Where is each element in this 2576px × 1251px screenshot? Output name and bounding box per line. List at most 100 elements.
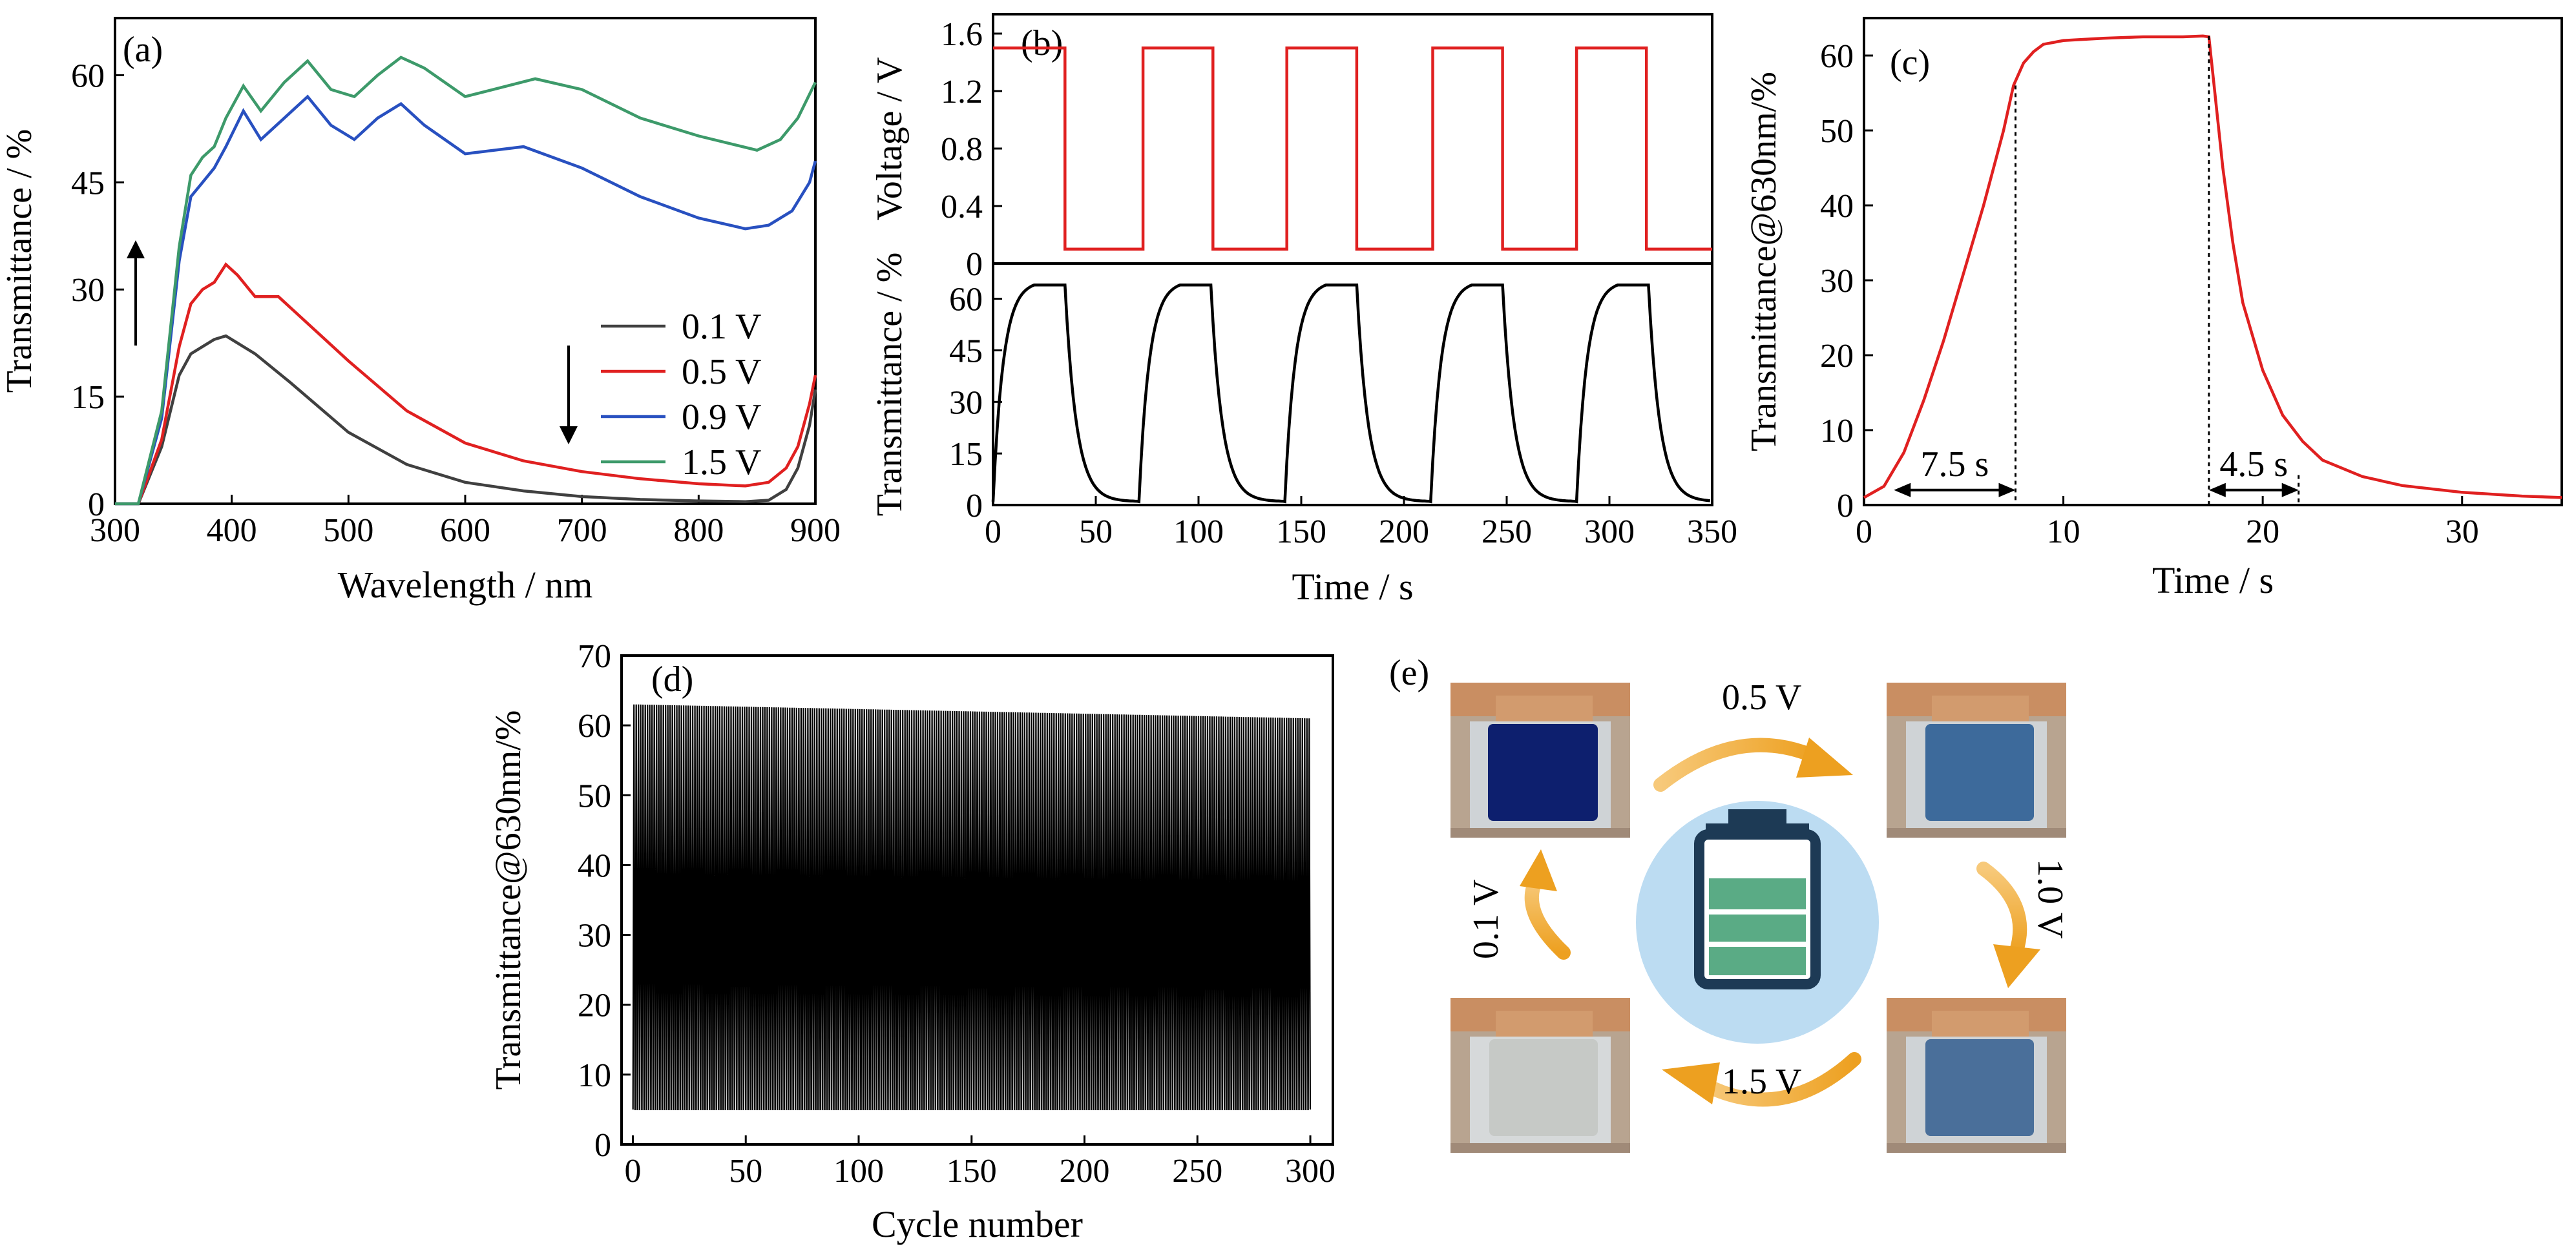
panel-c-xtick-label: 20 — [2246, 513, 2279, 550]
increase-arrow-head — [127, 240, 145, 258]
panel-d-xtick-label: 150 — [947, 1153, 997, 1190]
panel-a-xtick-label: 300 — [90, 512, 140, 549]
panel-d-label: (d) — [651, 659, 693, 699]
panel-b-xlabel: Time / s — [1292, 566, 1413, 608]
panel-b: (b) 0 50 100 150 200 250 300 350 0 0.4 0.8 1.2 1.6 0 1… — [870, 13, 1737, 608]
panel-c-ytick-label: 20 — [1820, 338, 1854, 375]
panel-c-axes — [1863, 17, 2563, 506]
panel-a-label: (a) — [123, 30, 163, 70]
panel-d-xtick-label: 250 — [1172, 1153, 1222, 1190]
panel-d-ytick-label: 10 — [578, 1057, 611, 1094]
transmittance-trace — [991, 284, 1710, 504]
panel-c-ytick-label: 60 — [1820, 38, 1854, 75]
panel-a-xtick-label: 800 — [673, 512, 724, 549]
panel-b-xtick-label: 200 — [1379, 513, 1429, 550]
electrochromic-window-bottom-left — [1489, 1039, 1598, 1136]
span-label-1: 4.5 s — [2219, 444, 2288, 484]
cycle-arrow-left — [1520, 849, 1571, 960]
panel-a-xtick-label: 900 — [790, 512, 841, 549]
span-arrow-head-left-0 — [1894, 482, 1911, 497]
panel-d-ytick-label: 60 — [578, 708, 611, 745]
panel-d: (d) 0 50 100 150 200 250 300 0 10 20 30 40 50 60 70 Cyc… — [488, 638, 1335, 1245]
panel-a-xtick-label: 700 — [557, 512, 607, 549]
panel-a-ytick-label: 0 — [88, 486, 105, 523]
cycle-arrow-bottom — [1662, 1052, 1861, 1107]
voltage-label-right: 1.0 V — [2030, 859, 2070, 938]
panel-a-ytick-label: 30 — [71, 272, 105, 309]
series-line-2 — [115, 94, 817, 506]
panel-d-xtick-label: 50 — [729, 1153, 762, 1190]
panel-b-xtick-label: 100 — [1173, 513, 1224, 550]
panel-c-ytick-label: 0 — [1837, 488, 1854, 524]
panel-c-xtick-label: 30 — [2445, 513, 2479, 550]
panel-b-xtick-label: 350 — [1687, 513, 1737, 550]
panel-a-xlabel: Wavelength / nm — [338, 564, 593, 606]
series-line-0 — [115, 334, 817, 506]
panel-a: (a) 300 400 500 600 700 800 900 0 15 30 45 60 Wavele… — [0, 17, 841, 606]
electrochromic-window-top-left — [1488, 724, 1598, 821]
panel-d-xtick-label: 0 — [624, 1153, 641, 1190]
panel-b-label: (b) — [1021, 23, 1063, 63]
panel-b-top-ytick-label: 0.4 — [941, 189, 983, 225]
panel-a-ytick-label: 60 — [71, 57, 105, 94]
panel-b-top-ylabel: Voltage / V — [870, 57, 910, 220]
photo-bottom-left — [1450, 998, 1630, 1153]
legend-label-1: 0.5 V — [682, 352, 761, 392]
panel-b-xtick-label: 150 — [1276, 513, 1326, 550]
panel-e-label: (e) — [1389, 653, 1429, 693]
panel-d-ylabel: Transmittance@630nm/% — [488, 710, 529, 1090]
panel-a-xtick-label: 500 — [323, 512, 373, 549]
panel-b-top-ytick-label: 1.6 — [941, 16, 983, 53]
panel-b-xtick-label: 50 — [1079, 513, 1113, 550]
panel-b-top-ytick-label: 0.8 — [941, 131, 983, 168]
voltage-label-left: 0.1 V — [1466, 880, 1506, 959]
series-line-3 — [115, 56, 817, 506]
panel-d-ytick-label: 0 — [594, 1127, 611, 1164]
span-arrow-head-left-1 — [2208, 482, 2226, 497]
legend-label-0: 0.1 V — [682, 307, 761, 347]
panel-d-ytick-label: 20 — [578, 987, 611, 1024]
switching-curve — [1863, 34, 2562, 499]
decrease-arrow-head — [560, 426, 578, 444]
panel-d-xtick-label: 300 — [1285, 1153, 1335, 1190]
panel-d-ytick-label: 30 — [578, 918, 611, 955]
panel-b-bottom-ytick-label: 15 — [949, 436, 983, 473]
cycle-arrow-right — [1976, 862, 2040, 988]
panel-d-ytick-label: 50 — [578, 778, 611, 814]
photo-top-left — [1450, 683, 1630, 838]
span-arrow-head-right-0 — [1998, 482, 2016, 497]
panel-d-ytick-label: 40 — [578, 847, 611, 884]
battery-icon — [1694, 809, 1821, 989]
panel-d-ytick-label: 70 — [578, 638, 611, 675]
panel-b-bottom-ytick-label: 45 — [949, 333, 983, 369]
cycling-trace — [632, 704, 1311, 1110]
voltage-label-bottom: 1.5 V — [1722, 1062, 1801, 1102]
panel-c-xtick-label: 0 — [1856, 513, 1872, 550]
panel-c: (c) 0 10 20 30 0 10 20 30 40 50 60 7.5 s 4.5 s Time /… — [1744, 17, 2563, 601]
panel-d-xtick-label: 200 — [1060, 1153, 1110, 1190]
panel-b-axes — [992, 13, 1713, 506]
panel-c-xlabel: Time / s — [2152, 559, 2274, 601]
panel-a-ytick-label: 45 — [71, 165, 105, 202]
electrochromic-window-top-right — [1925, 724, 2034, 821]
electrochromic-window-bottom-right — [1925, 1039, 2034, 1136]
panel-c-ytick-label: 40 — [1820, 188, 1854, 225]
panel-d-xtick-label: 100 — [833, 1153, 884, 1190]
panel-c-ytick-label: 50 — [1820, 113, 1854, 150]
panel-c-xtick-label: 10 — [2047, 513, 2080, 550]
voltage-trace — [993, 47, 1712, 251]
panel-c-ylabel: Transmittance@630nm/% — [1744, 72, 1784, 451]
legend-label-2: 0.9 V — [682, 397, 761, 437]
panel-b-bottom-ytick-label: 0 — [966, 488, 983, 524]
panel-a-ylabel: Transmittance / % — [0, 129, 39, 393]
voltage-label-top: 0.5 V — [1722, 677, 1801, 718]
span-label-0: 7.5 s — [1921, 444, 1989, 484]
panel-a-ytick-label: 15 — [71, 379, 105, 416]
panel-c-ytick-label: 30 — [1820, 263, 1854, 300]
panel-d-xlabel: Cycle number — [872, 1203, 1083, 1245]
panel-b-xtick-label: 0 — [985, 513, 1001, 550]
panel-e: (e) — [1389, 653, 2070, 1153]
legend-label-3: 1.5 V — [682, 442, 761, 482]
panel-b-xtick-label: 250 — [1482, 513, 1532, 550]
